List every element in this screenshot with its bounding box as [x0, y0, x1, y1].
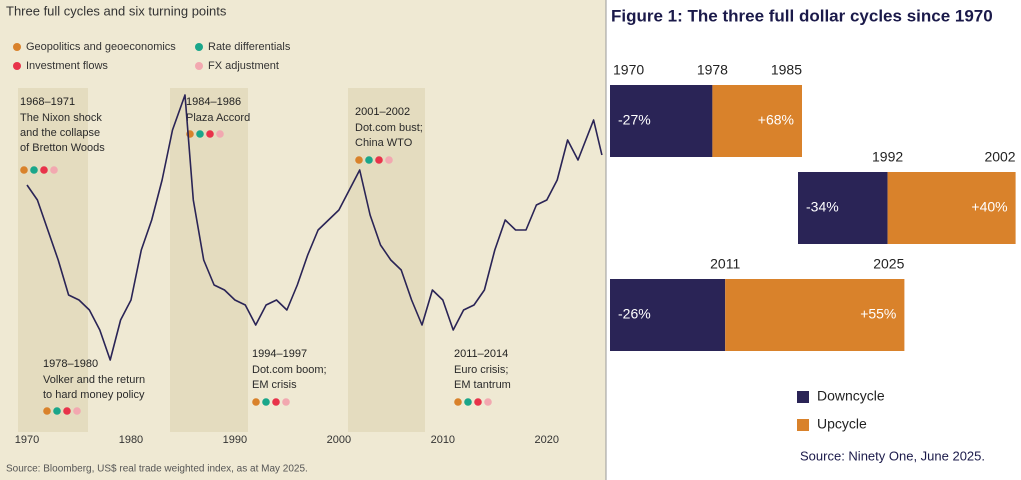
- legend-swatch: [797, 391, 809, 403]
- value-label: -34%: [806, 199, 839, 215]
- bar: [725, 279, 905, 351]
- annotation-dot: [282, 398, 290, 406]
- value-label: +55%: [860, 306, 896, 322]
- annotation-dot: [252, 398, 260, 406]
- legend-dot: [13, 43, 21, 51]
- legend-dot: [13, 62, 21, 70]
- annotation-label: 2001–2002: [355, 106, 410, 118]
- annotation-dot: [454, 398, 462, 406]
- chart-title: Three full cycles and six turning points: [6, 3, 227, 18]
- source: Source: Bloomberg, US$ real trade weight…: [6, 464, 308, 475]
- x-tick-label: 2000: [327, 434, 351, 446]
- bar: [887, 172, 1016, 244]
- x-tick-label: 2010: [431, 434, 455, 446]
- annotation-dot: [206, 130, 214, 138]
- bar: [712, 85, 802, 157]
- annotation-dot: [63, 407, 71, 415]
- x-tick-label: 1990: [223, 434, 247, 446]
- annotation-text: EM tantrum: [454, 379, 511, 391]
- legend-swatch: [797, 419, 809, 431]
- annotation-dot: [272, 398, 280, 406]
- value-label: +68%: [758, 112, 794, 128]
- annotation-text: Plaza Accord: [186, 112, 250, 124]
- x-tick-label: 2020: [535, 434, 559, 446]
- annotation-label: 1984–1986: [186, 96, 241, 108]
- x-tick-label: 1980: [119, 434, 143, 446]
- shade-band: [348, 88, 425, 432]
- line-series: [26, 94, 603, 361]
- annotation-dot: [73, 407, 81, 415]
- x-tick-label: 2002: [984, 149, 1015, 165]
- bar: [610, 279, 726, 351]
- left-panel: [0, 0, 606, 480]
- value-label: -26%: [618, 306, 651, 322]
- legend-dot: [195, 62, 203, 70]
- value-label: -27%: [618, 112, 651, 128]
- annotation-text: and the collapse: [20, 127, 100, 139]
- annotation-text: Volker and the return: [43, 374, 145, 386]
- annotation-text: China WTO: [355, 137, 413, 149]
- legend-dot: [195, 43, 203, 51]
- annotation-dot: [43, 407, 51, 415]
- source: Source: Ninety One, June 2025.: [800, 448, 985, 463]
- annotation-label: 1978–1980: [43, 358, 98, 370]
- x-tick-label: 2011: [710, 256, 740, 272]
- value-label: +40%: [971, 199, 1007, 215]
- annotation-dot: [30, 166, 38, 174]
- annotation-dot: [40, 166, 48, 174]
- annotation-dot: [20, 166, 28, 174]
- annotation-text: Dot.com boom;: [252, 364, 327, 376]
- annotation-dot: [474, 398, 482, 406]
- annotation-dot: [50, 166, 58, 174]
- x-tick-label: 1992: [872, 149, 903, 165]
- annotation-dot: [262, 398, 270, 406]
- annotation-label: 1968–1971: [20, 96, 75, 108]
- annotation-text: The Nixon shock: [20, 112, 102, 124]
- annotation-label: 2011–2014: [454, 348, 508, 360]
- annotation-dot: [385, 156, 393, 164]
- x-tick-label: 1978: [697, 62, 728, 78]
- x-tick-label: 1985: [771, 62, 802, 78]
- annotation-dot: [375, 156, 383, 164]
- x-tick-label: 2025: [873, 256, 904, 272]
- shade-band: [18, 88, 88, 432]
- annotation-dot: [53, 407, 61, 415]
- annotation-text: Dot.com bust;: [355, 122, 423, 134]
- annotation-dot: [355, 156, 363, 164]
- legend-label: Investment flows: [26, 60, 108, 72]
- annotation-text: of Bretton Woods: [20, 142, 105, 154]
- annotation-text: EM crisis: [252, 379, 297, 391]
- legend-label: Downcycle: [817, 388, 885, 404]
- bar: [610, 85, 713, 157]
- shade-band: [170, 88, 248, 432]
- x-tick-label: 1970: [15, 434, 39, 446]
- annotation-label: 1994–1997: [252, 348, 307, 360]
- annotation-dot: [365, 156, 373, 164]
- x-tick-label: 1970: [613, 62, 644, 78]
- legend-label: Geopolitics and geoeconomics: [26, 41, 176, 53]
- legend-label: FX adjustment: [208, 60, 279, 72]
- chart-title: Figure 1: The three full dollar cycles s…: [611, 6, 993, 25]
- annotation-text: to hard money policy: [43, 389, 145, 401]
- bar: [798, 172, 888, 244]
- annotation-dot: [484, 398, 492, 406]
- annotation-dot: [196, 130, 204, 138]
- legend-label: Upcycle: [817, 416, 867, 432]
- annotation-dot: [216, 130, 224, 138]
- legend-label: Rate differentials: [208, 41, 291, 53]
- annotation-text: Euro crisis;: [454, 364, 508, 376]
- annotation-dot: [464, 398, 472, 406]
